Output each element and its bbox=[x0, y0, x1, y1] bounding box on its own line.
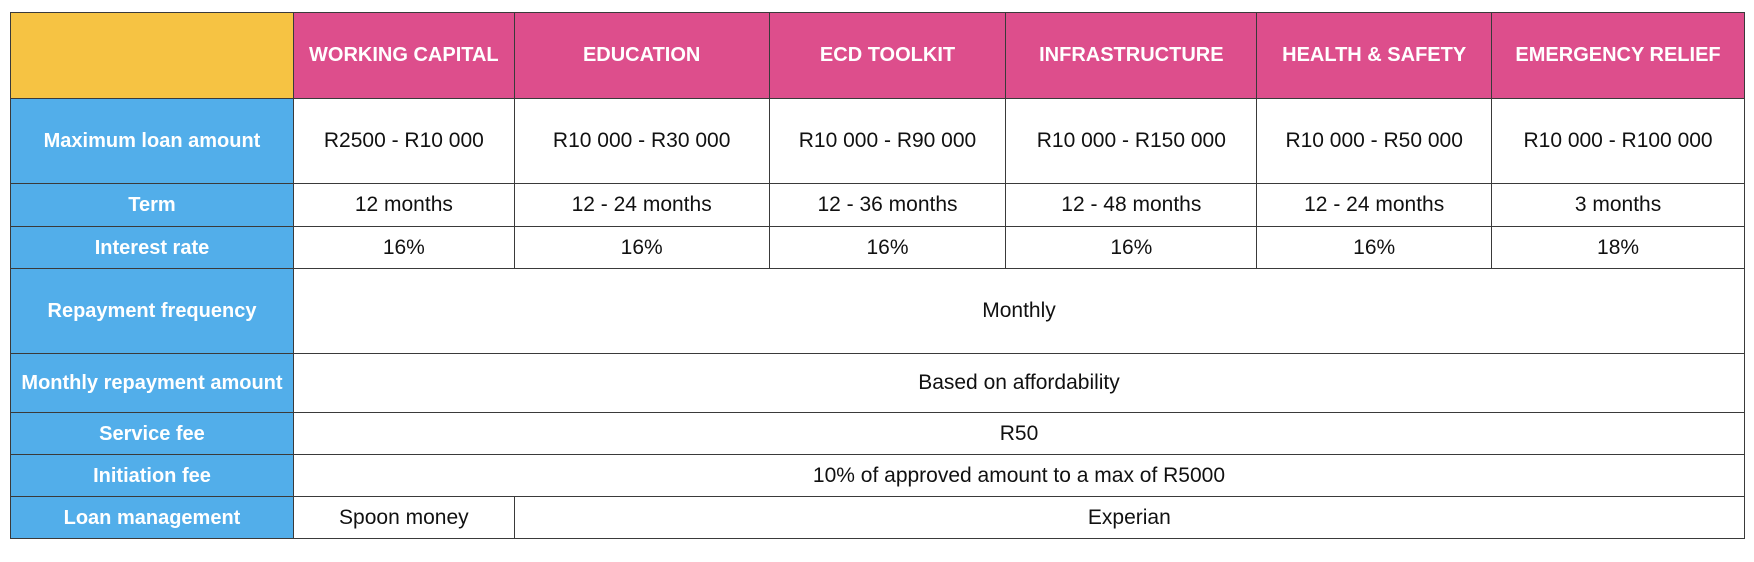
table-row-service-fee: Service fee R50 bbox=[10, 412, 1746, 455]
table-cell: Monthly bbox=[292, 268, 1746, 354]
row-header-loan-management: Loan management bbox=[10, 496, 294, 539]
table-cell: Experian bbox=[513, 496, 1746, 539]
table-cell: 16% bbox=[513, 226, 770, 269]
column-header-emergency-relief: EMERGENCY RELIEF bbox=[1491, 12, 1745, 99]
column-header-ecd-toolkit: ECD TOOLKIT bbox=[768, 12, 1007, 99]
table-row-loan-management: Loan management Spoon money Experian bbox=[10, 496, 1746, 539]
table-cell: 10% of approved amount to a max of R5000 bbox=[292, 454, 1746, 497]
table-row-initiation-fee: Initiation fee 10% of approved amount to… bbox=[10, 454, 1746, 497]
table-cell: 12 - 24 months bbox=[1256, 183, 1493, 227]
table-cell: R10 000 - R50 000 bbox=[1256, 98, 1493, 184]
table-cell: 16% bbox=[292, 226, 515, 269]
table-cell: 16% bbox=[1256, 226, 1493, 269]
table-cell: Based on affordability bbox=[292, 353, 1746, 413]
row-header-initiation-fee: Initiation fee bbox=[10, 454, 294, 497]
table-cell: R10 000 - R150 000 bbox=[1005, 98, 1258, 184]
table-cell: 3 months bbox=[1491, 183, 1745, 227]
column-header-infrastructure: INFRASTRUCTURE bbox=[1005, 12, 1258, 99]
table-cell: R50 bbox=[292, 412, 1746, 455]
table-cell: 12 - 36 months bbox=[768, 183, 1007, 227]
table-row-monthly-repayment: Monthly repayment amount Based on afford… bbox=[10, 353, 1746, 413]
column-header-health-safety: HEALTH & SAFETY bbox=[1256, 12, 1493, 99]
table-row-max-loan: Maximum loan amount R2500 - R10 000 R10 … bbox=[10, 98, 1745, 184]
table-cell: 12 - 48 months bbox=[1005, 183, 1258, 227]
table-cell: 16% bbox=[1005, 226, 1258, 269]
table-cell: 12 - 24 months bbox=[513, 183, 770, 227]
table-row-term: Term 12 months 12 - 24 months 12 - 36 mo… bbox=[10, 183, 1745, 227]
table-cell: 12 months bbox=[292, 183, 515, 227]
table-cell: R10 000 - R100 000 bbox=[1491, 98, 1745, 184]
table-row-repayment-frequency: Repayment frequency Monthly bbox=[10, 268, 1746, 354]
table-cell: R10 000 - R90 000 bbox=[768, 98, 1007, 184]
header-row: WORKING CAPITAL EDUCATION ECD TOOLKIT IN… bbox=[10, 12, 1745, 99]
table-cell: R10 000 - R30 000 bbox=[513, 98, 770, 184]
loan-products-table: WORKING CAPITAL EDUCATION ECD TOOLKIT IN… bbox=[10, 12, 1746, 539]
row-header-term: Term bbox=[10, 183, 294, 227]
corner-cell bbox=[10, 12, 294, 99]
row-header-interest: Interest rate bbox=[10, 226, 294, 269]
table-cell: R2500 - R10 000 bbox=[292, 98, 515, 184]
column-header-education: EDUCATION bbox=[513, 12, 770, 99]
table-cell: 16% bbox=[768, 226, 1007, 269]
row-header-service-fee: Service fee bbox=[10, 412, 294, 455]
row-header-monthly-repayment: Monthly repayment amount bbox=[10, 353, 294, 413]
loan-products-table-container: WORKING CAPITAL EDUCATION ECD TOOLKIT IN… bbox=[10, 12, 1746, 539]
column-header-working-capital: WORKING CAPITAL bbox=[292, 12, 515, 99]
row-header-max-loan: Maximum loan amount bbox=[10, 98, 294, 184]
row-header-repayment-frequency: Repayment frequency bbox=[10, 268, 294, 354]
table-row-interest: Interest rate 16% 16% 16% 16% 16% 18% bbox=[10, 226, 1745, 269]
table-cell: 18% bbox=[1491, 226, 1745, 269]
table-cell: Spoon money bbox=[292, 496, 515, 539]
